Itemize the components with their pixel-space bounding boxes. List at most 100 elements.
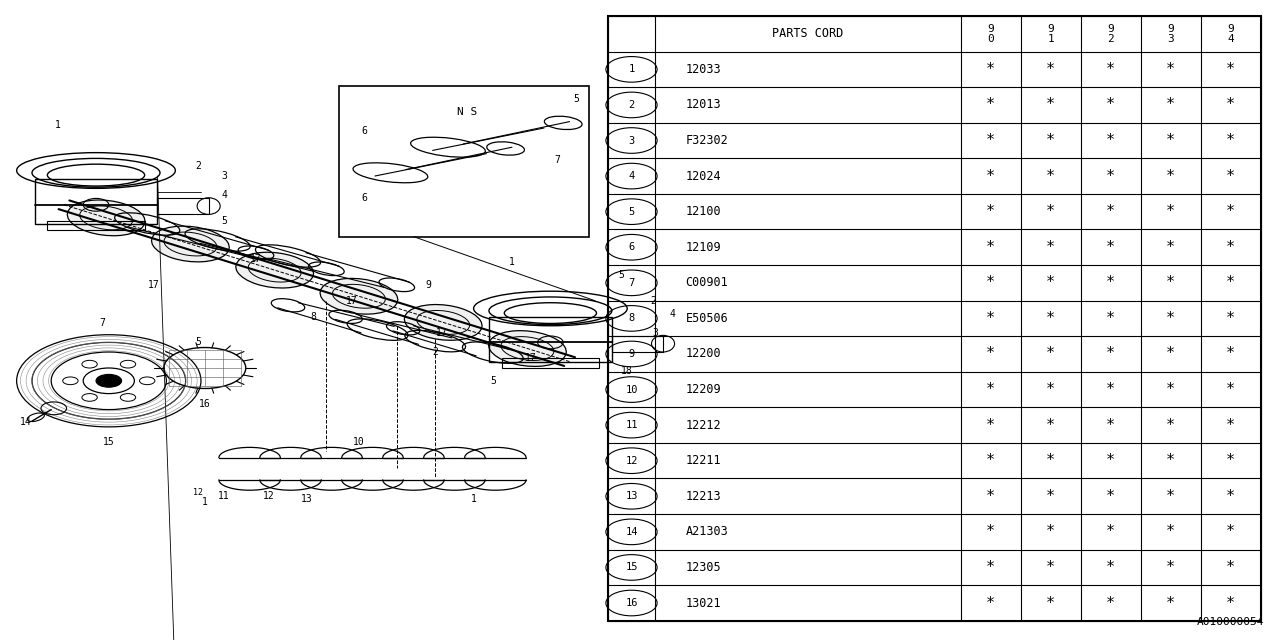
- Text: 5: 5: [618, 270, 623, 280]
- Text: *: *: [1046, 489, 1055, 504]
- Text: 11: 11: [218, 491, 230, 501]
- Text: *: *: [1106, 311, 1115, 326]
- Text: *: *: [1106, 418, 1115, 433]
- Bar: [608, 16, 1261, 621]
- Text: 17: 17: [250, 254, 262, 264]
- Text: 1: 1: [509, 257, 515, 268]
- Text: 9
0: 9 0: [987, 24, 993, 44]
- Text: N S: N S: [457, 107, 477, 117]
- Text: 12033: 12033: [686, 63, 721, 76]
- Text: *: *: [1166, 418, 1175, 433]
- Bar: [47, 221, 145, 230]
- Text: 4: 4: [628, 171, 635, 181]
- Text: *: *: [1166, 168, 1175, 184]
- Text: 13: 13: [301, 494, 314, 504]
- Text: *: *: [986, 275, 995, 291]
- Text: *: *: [986, 453, 995, 468]
- Text: 12305: 12305: [686, 561, 721, 574]
- Text: A21303: A21303: [686, 525, 728, 538]
- Text: *: *: [1046, 524, 1055, 540]
- Text: 12100: 12100: [686, 205, 721, 218]
- Ellipse shape: [151, 226, 229, 262]
- Text: 13021: 13021: [686, 596, 721, 609]
- Text: *: *: [1106, 453, 1115, 468]
- Text: 18: 18: [621, 366, 634, 376]
- Text: 5: 5: [221, 216, 227, 226]
- Text: 12213: 12213: [686, 490, 721, 503]
- Text: 11: 11: [625, 420, 637, 430]
- Ellipse shape: [320, 278, 398, 314]
- Bar: [35, 179, 157, 224]
- Text: F32302: F32302: [686, 134, 728, 147]
- Text: *: *: [1106, 595, 1115, 611]
- Text: 16: 16: [198, 399, 211, 410]
- Text: 4: 4: [221, 190, 227, 200]
- Text: *: *: [1046, 240, 1055, 255]
- Text: *: *: [1166, 97, 1175, 113]
- Text: 2: 2: [433, 347, 438, 357]
- Text: *: *: [986, 489, 995, 504]
- Text: 9
4: 9 4: [1228, 24, 1234, 44]
- Text: 1: 1: [55, 120, 60, 130]
- Text: *: *: [1106, 62, 1115, 77]
- Text: 2: 2: [196, 161, 201, 172]
- Text: *: *: [1046, 595, 1055, 611]
- Text: *: *: [1226, 240, 1235, 255]
- Text: *: *: [1106, 275, 1115, 291]
- Text: *: *: [1046, 382, 1055, 397]
- Ellipse shape: [68, 200, 145, 236]
- Text: *: *: [1226, 382, 1235, 397]
- Text: 13: 13: [625, 492, 637, 501]
- Text: *: *: [1046, 560, 1055, 575]
- Text: 7: 7: [554, 155, 559, 165]
- Text: PARTS CORD: PARTS CORD: [772, 28, 844, 40]
- Text: *: *: [1046, 168, 1055, 184]
- Text: *: *: [1046, 346, 1055, 362]
- Text: *: *: [1226, 346, 1235, 362]
- Text: 17: 17: [346, 296, 358, 306]
- Text: *: *: [986, 133, 995, 148]
- Text: 15: 15: [102, 436, 115, 447]
- Text: *: *: [1166, 62, 1175, 77]
- Text: *: *: [1166, 240, 1175, 255]
- Text: *: *: [1226, 133, 1235, 148]
- Text: *: *: [1226, 489, 1235, 504]
- Text: 15: 15: [625, 563, 637, 572]
- Text: 1: 1: [471, 494, 476, 504]
- Bar: [489, 317, 612, 362]
- Text: *: *: [986, 311, 995, 326]
- Text: *: *: [986, 418, 995, 433]
- Text: 9
3: 9 3: [1167, 24, 1174, 44]
- Text: 6: 6: [362, 126, 367, 136]
- Text: 12211: 12211: [686, 454, 721, 467]
- Text: 4: 4: [669, 308, 675, 319]
- Text: 10: 10: [352, 436, 365, 447]
- Text: *: *: [1226, 524, 1235, 540]
- Text: 6: 6: [362, 193, 367, 204]
- Text: *: *: [1046, 133, 1055, 148]
- Text: 17: 17: [435, 328, 448, 338]
- Text: *: *: [1226, 418, 1235, 433]
- Text: *: *: [1106, 240, 1115, 255]
- Text: *: *: [986, 524, 995, 540]
- Text: 3: 3: [653, 328, 658, 338]
- Text: 12212: 12212: [686, 419, 721, 431]
- Text: 12: 12: [625, 456, 637, 466]
- Text: *: *: [1106, 489, 1115, 504]
- Text: *: *: [1046, 275, 1055, 291]
- Text: *: *: [986, 595, 995, 611]
- Text: *: *: [1226, 453, 1235, 468]
- Text: 7: 7: [100, 318, 105, 328]
- Text: 8: 8: [628, 314, 635, 323]
- Text: E50506: E50506: [686, 312, 728, 325]
- Text: *: *: [986, 240, 995, 255]
- Ellipse shape: [489, 331, 566, 366]
- Bar: [612, 336, 663, 352]
- Text: 3: 3: [628, 136, 635, 145]
- Text: *: *: [1046, 204, 1055, 219]
- Text: *: *: [1046, 418, 1055, 433]
- Text: *: *: [1226, 168, 1235, 184]
- Text: 1: 1: [628, 65, 635, 74]
- Text: 9
1: 9 1: [1047, 24, 1053, 44]
- Text: 17: 17: [525, 353, 538, 364]
